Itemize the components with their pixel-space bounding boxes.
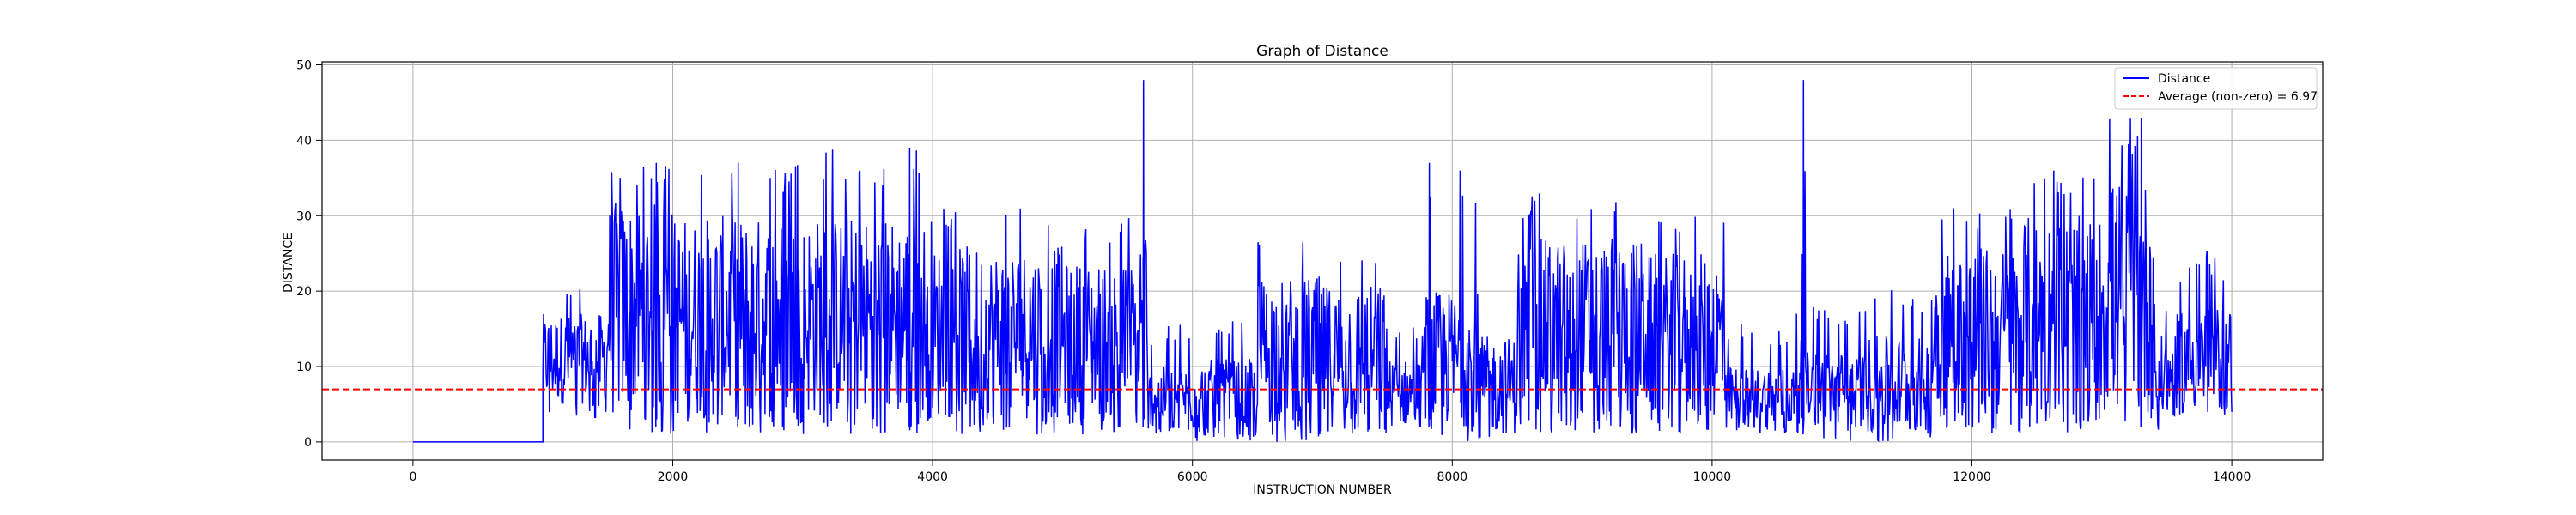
chart-title: Graph of Distance bbox=[1256, 43, 1388, 60]
x-tick-label: 0 bbox=[409, 470, 416, 484]
x-axis-ticks: 0 2000 4000 6000 8000 10000 12000 14000 bbox=[409, 460, 2251, 484]
x-tick-label: 12000 bbox=[1953, 470, 1991, 484]
legend: Distance Average (non-zero) = 6.97 bbox=[2114, 67, 2318, 110]
x-tick-label: 4000 bbox=[917, 470, 948, 484]
y-tick-label: 30 bbox=[296, 209, 312, 223]
legend-label-distance: Distance bbox=[2158, 72, 2210, 86]
legend-label-average: Average (non-zero) = 6.97 bbox=[2158, 90, 2318, 104]
x-tick-label: 14000 bbox=[2213, 470, 2251, 484]
y-axis-label: DISTANCE bbox=[282, 233, 295, 293]
series-layer bbox=[412, 80, 2233, 443]
plot-frame bbox=[321, 61, 2324, 461]
y-axis-ticks: 0 10 20 30 40 50 bbox=[296, 59, 322, 450]
x-tick-label: 10000 bbox=[1693, 470, 1732, 484]
x-tick-label: 8000 bbox=[1437, 470, 1467, 484]
x-axis-label: INSTRUCTION NUMBER bbox=[1253, 483, 1392, 497]
x-tick-label: 2000 bbox=[658, 470, 689, 484]
legend-box bbox=[2114, 67, 2318, 110]
distance-series-line bbox=[412, 80, 2233, 443]
x-tick-label: 6000 bbox=[1177, 470, 1208, 484]
y-tick-label: 20 bbox=[296, 285, 312, 299]
y-tick-label: 0 bbox=[304, 436, 312, 450]
y-tick-label: 10 bbox=[296, 360, 312, 374]
y-tick-label: 50 bbox=[296, 59, 312, 73]
y-tick-label: 40 bbox=[296, 134, 312, 148]
